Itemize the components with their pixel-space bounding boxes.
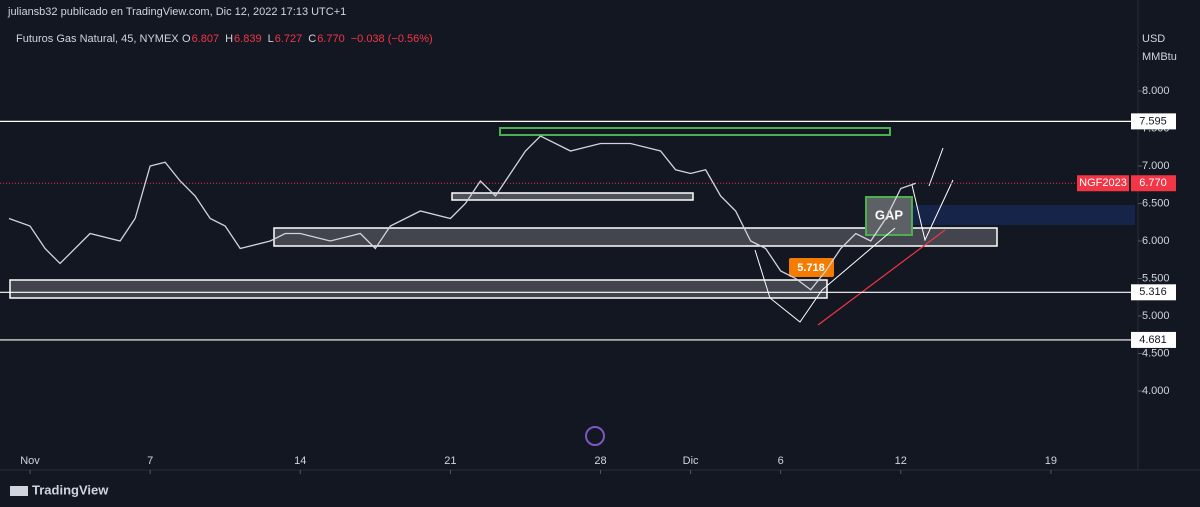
y-tick-label: 4.500 bbox=[1142, 347, 1170, 359]
gap-box bbox=[865, 196, 913, 236]
note-label: 5.718 bbox=[797, 262, 825, 274]
gap-label: GAP bbox=[875, 207, 904, 222]
x-tick-label: Dic bbox=[683, 455, 699, 467]
y-tick-label: 6.500 bbox=[1142, 197, 1170, 209]
level-label: 4.681 bbox=[1139, 334, 1167, 346]
zone bbox=[9, 279, 828, 299]
ohlc: O 6.807 H 6.839 L 6.727 C 6.770 −0.038 (−0.56%) bbox=[182, 33, 433, 45]
unit: MMBtu bbox=[1142, 51, 1177, 63]
zone bbox=[499, 127, 891, 136]
x-tick-label: 19 bbox=[1045, 455, 1057, 467]
symbol: Futuros Gas Natural, 45, NYMEX bbox=[16, 33, 179, 45]
y-tick-label: 4.000 bbox=[1142, 385, 1170, 397]
arrow bbox=[754, 249, 823, 323]
ohlc-value: 6.770 bbox=[317, 33, 345, 45]
x-tick-label: 6 bbox=[778, 455, 784, 467]
level-tag bbox=[1131, 284, 1176, 301]
note-box bbox=[789, 258, 834, 277]
x-tick-label: Nov bbox=[20, 455, 40, 467]
price-line bbox=[8, 135, 917, 291]
zone bbox=[912, 205, 1135, 225]
ohlc-value: 6.727 bbox=[275, 33, 303, 45]
x-tick-label: 12 bbox=[895, 455, 907, 467]
level-tag bbox=[1131, 331, 1176, 348]
publisher: juliansb32 publicado en TradingView.com,… bbox=[7, 6, 346, 18]
ohlc-key: O bbox=[182, 33, 191, 45]
arrow bbox=[821, 227, 896, 291]
last-name: NGF2023 bbox=[1079, 177, 1127, 189]
x-tick-label: 28 bbox=[594, 455, 606, 467]
logo bbox=[10, 486, 28, 496]
zone bbox=[451, 192, 694, 201]
y-tick-label: 5.000 bbox=[1142, 310, 1170, 322]
level-tag bbox=[1131, 113, 1176, 130]
ohlc-key: H bbox=[225, 33, 233, 45]
level-label: 5.316 bbox=[1139, 286, 1167, 298]
last-price: 6.770 bbox=[1139, 177, 1167, 189]
y-tick-label: 6.000 bbox=[1142, 235, 1170, 247]
ohlc-value: 6.839 bbox=[234, 33, 262, 45]
arrow bbox=[928, 147, 944, 187]
ohlc-key: C bbox=[308, 33, 316, 45]
zone bbox=[273, 227, 998, 247]
change: −0.038 (−0.56%) bbox=[351, 33, 433, 45]
currency: USD bbox=[1142, 33, 1165, 45]
x-tick-label: 21 bbox=[444, 455, 456, 467]
arrow bbox=[911, 179, 954, 242]
replay-icon[interactable] bbox=[585, 426, 605, 446]
x-tick-label: 7 bbox=[147, 455, 153, 467]
y-tick-label: 8.000 bbox=[1142, 85, 1170, 97]
ohlc-key: L bbox=[268, 33, 274, 45]
level-label: 7.595 bbox=[1139, 115, 1167, 127]
y-tick-label: 7.000 bbox=[1142, 160, 1170, 172]
last-name-tag bbox=[1077, 175, 1129, 192]
ohlc-value: 6.807 bbox=[192, 33, 220, 45]
x-tick-label: 14 bbox=[294, 455, 306, 467]
last-price-tag bbox=[1131, 175, 1176, 192]
trend-line bbox=[817, 229, 946, 326]
y-tick-label: 5.500 bbox=[1142, 272, 1170, 284]
brand: TradingView bbox=[32, 482, 109, 497]
